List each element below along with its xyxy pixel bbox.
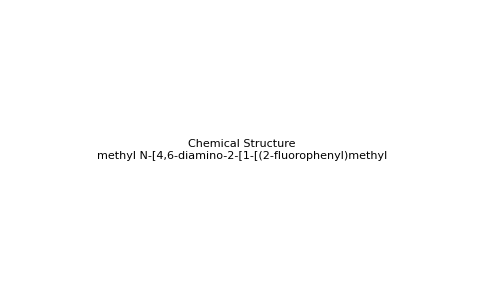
Text: Chemical Structure
methyl N-[4,6-diamino-2-[1-[(2-fluorophenyl)methyl: Chemical Structure methyl N-[4,6-diamino…: [97, 139, 387, 161]
